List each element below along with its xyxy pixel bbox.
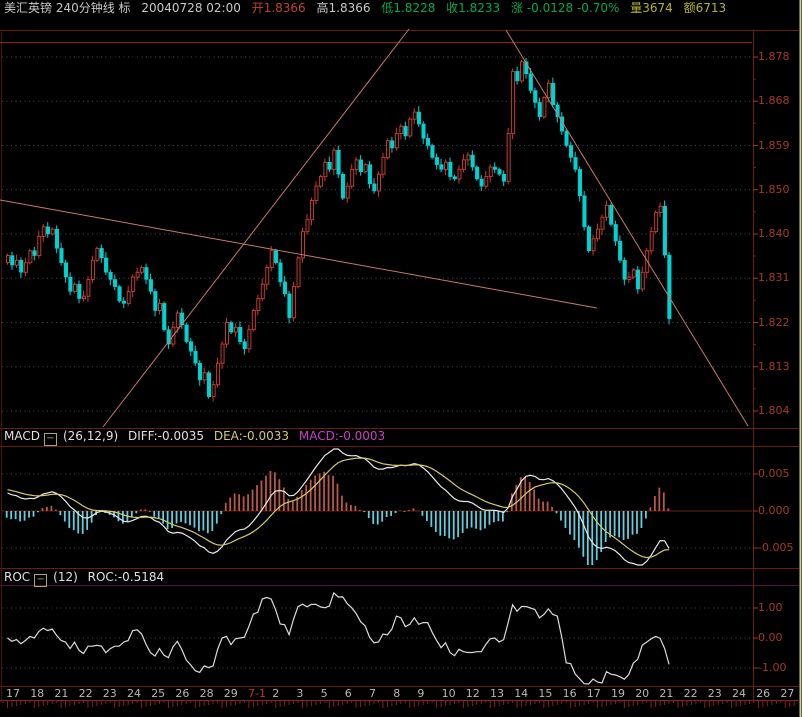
date-axis-label: 8 bbox=[393, 687, 401, 700]
date-axis-label: 13 bbox=[490, 687, 504, 700]
volume-value: 量3674 bbox=[630, 1, 673, 15]
macd-diff-value: DIFF:-0.0035 bbox=[127, 429, 204, 443]
date-axis-label: 29 bbox=[223, 687, 238, 700]
macd-dea-line bbox=[7, 457, 670, 559]
date-axis-label: 21 bbox=[54, 687, 69, 700]
macd-diff-line bbox=[7, 448, 670, 566]
date-axis-label: 16 bbox=[562, 687, 577, 700]
macd-lines bbox=[7, 448, 670, 566]
date-axis-label: 22 bbox=[683, 687, 698, 700]
roc-value: ROC:-0.5184 bbox=[87, 570, 165, 584]
price-gridlines bbox=[2, 56, 758, 412]
price-axis-label: 1.840 bbox=[758, 227, 790, 240]
roc-panel-header: ROC − (12) ROC:-0.5184 bbox=[4, 570, 170, 587]
symbol-title: 美汇英镑 240分钟线 标 bbox=[4, 1, 131, 15]
roc-axis-label: 1.00 bbox=[758, 601, 783, 614]
macd-panel-header: MACD − (26,12,9) DIFF:-0.0035 DEA:-0.0033 … bbox=[4, 429, 391, 446]
macd-macd-value: MACD:-0.0003 bbox=[298, 429, 386, 443]
trendline-descending-channel[interactable] bbox=[505, 29, 749, 427]
date-axis-label: 25 bbox=[151, 687, 166, 700]
date-axis-label: 28 bbox=[199, 687, 214, 700]
open-value: 开1.8366 bbox=[251, 1, 306, 15]
change-value: 涨 -0.0128 -0.70% bbox=[511, 1, 620, 15]
roc-line bbox=[7, 591, 670, 685]
roc-title: ROC bbox=[4, 570, 31, 584]
date-axis-label: 18 bbox=[30, 687, 45, 700]
date-axis-label: 12 bbox=[465, 687, 480, 700]
roc-gridlines bbox=[2, 607, 758, 669]
macd-axis-label: -0.005 bbox=[758, 541, 794, 554]
date-axis-label: 2 bbox=[272, 687, 280, 700]
price-axis-label: 1.868 bbox=[758, 94, 790, 108]
macd-title: MACD bbox=[4, 429, 40, 443]
date-axis-label: 14 bbox=[514, 687, 529, 700]
macd-histogram bbox=[5, 470, 670, 565]
date-axis-label: 23 bbox=[102, 687, 117, 700]
date-axis-label: 24 bbox=[732, 687, 746, 700]
date-axis-label: 17 bbox=[6, 687, 20, 700]
date-axis-label: 7-1 bbox=[248, 687, 266, 700]
bar-datetime: 20040728 02:00 bbox=[141, 1, 241, 15]
trendline-ascending-support[interactable] bbox=[102, 28, 410, 428]
date-axis-label: 5 bbox=[320, 687, 328, 700]
price-axis-label: 1.878 bbox=[758, 50, 790, 63]
close-value: 收1.8233 bbox=[446, 1, 501, 15]
date-axis-label: 24 bbox=[127, 687, 141, 700]
date-axis-label: 6 bbox=[344, 687, 352, 700]
date-axis-label: 26 bbox=[756, 687, 771, 700]
roc-axis-label: 0.00 bbox=[758, 631, 783, 644]
roc-collapse-button[interactable]: − bbox=[34, 574, 48, 587]
price-axis-label: 1.859 bbox=[758, 138, 790, 152]
date-axis-label: 22 bbox=[78, 687, 93, 700]
amount-value: 额6713 bbox=[683, 1, 727, 15]
roc-params: (12) bbox=[53, 570, 78, 584]
date-axis-label: 3 bbox=[296, 687, 304, 700]
low-value: 低1.8228 bbox=[381, 1, 436, 15]
date-axis-label: 7 bbox=[369, 687, 376, 700]
price-axis-label: 1.831 bbox=[758, 271, 790, 285]
quote-header: 美汇英镑 240分钟线 标 20040728 02:00 开1.8366 高1.… bbox=[4, 1, 733, 16]
macd-axis-label: 0.005 bbox=[758, 467, 790, 480]
candlestick-series[interactable] bbox=[6, 57, 672, 402]
price-axis-label: 1.813 bbox=[758, 359, 790, 373]
price-axis-label: 1.822 bbox=[758, 315, 790, 329]
macd-dea-value: DEA:-0.0033 bbox=[213, 429, 290, 443]
price-axis-label: 1.850 bbox=[758, 182, 790, 196]
date-axis-label: 21 bbox=[659, 687, 674, 700]
macd-gridlines bbox=[2, 473, 758, 549]
roc-axis-label: -1.00 bbox=[758, 661, 787, 674]
date-axis-label: 17 bbox=[586, 687, 601, 700]
macd-params: (26,12,9) bbox=[62, 429, 119, 443]
date-axis-label: 26 bbox=[175, 687, 190, 700]
bottom-ruler[interactable] bbox=[0, 700, 799, 709]
date-axis-label: 23 bbox=[707, 687, 722, 700]
date-axis-label: 20 bbox=[635, 687, 650, 700]
price-axis-label: 1.804 bbox=[758, 404, 790, 417]
date-axis-label: 9 bbox=[417, 687, 425, 700]
macd-axis-label: 0.000 bbox=[758, 504, 790, 517]
high-value: 高1.8366 bbox=[316, 1, 371, 15]
macd-collapse-button[interactable]: − bbox=[43, 433, 57, 446]
trendlines[interactable] bbox=[0, 28, 749, 428]
date-axis-label: 10 bbox=[441, 687, 456, 700]
date-axis-label: 27 bbox=[780, 687, 795, 700]
date-axis-label: 15 bbox=[538, 687, 553, 700]
trendline-descending-resistance[interactable] bbox=[0, 199, 598, 309]
date-axis-label: 19 bbox=[611, 687, 625, 700]
